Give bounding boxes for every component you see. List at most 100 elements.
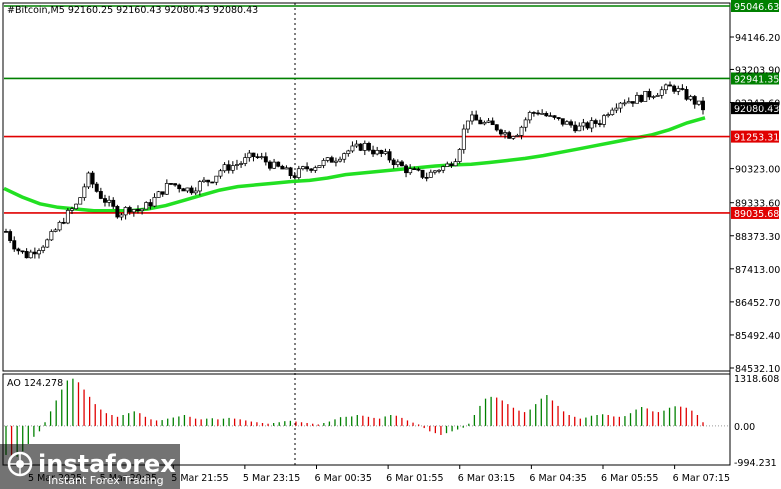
candle-body xyxy=(284,167,289,170)
candle-body xyxy=(457,149,462,162)
watermark: instaforex Instant Forex Trading xyxy=(0,444,180,489)
candle-body xyxy=(156,191,161,198)
candle-body xyxy=(391,159,396,166)
candle-body xyxy=(325,157,330,161)
y-tick-label: 93203.90 xyxy=(735,65,780,76)
candle-body xyxy=(404,165,409,174)
candle-body xyxy=(515,135,520,137)
candle-body xyxy=(622,102,627,105)
candle-body xyxy=(338,158,343,162)
x-tick-label: 5 Mar 21:55 xyxy=(171,473,228,484)
candle-body xyxy=(536,112,540,115)
symbol-header: #Bitcoin,M5 92160.25 92160.43 92080.43 9… xyxy=(7,5,258,16)
candle-body xyxy=(371,149,376,155)
candle-body xyxy=(606,114,611,117)
candle-body xyxy=(614,107,619,111)
price-level-tag xyxy=(731,206,779,219)
candle-body xyxy=(486,120,491,123)
candle-body xyxy=(309,168,314,171)
candle-body xyxy=(651,96,656,98)
candle-body xyxy=(593,120,598,124)
candle-body xyxy=(375,149,380,155)
candle-body xyxy=(136,209,140,212)
candle-body xyxy=(90,172,95,185)
price-level-label: 95046.63 xyxy=(734,2,779,13)
price-level-tag xyxy=(731,0,779,12)
candle-body xyxy=(185,187,190,192)
candle-body xyxy=(140,208,145,212)
candle-body xyxy=(107,199,112,203)
candle-body xyxy=(189,187,194,194)
candle-body xyxy=(408,168,413,174)
candle-body xyxy=(358,143,363,151)
candle-body xyxy=(696,100,701,105)
candle-body xyxy=(552,115,557,118)
x-tick-label: 6 Mar 00:35 xyxy=(315,473,372,484)
candle-body xyxy=(259,156,264,159)
candle-body xyxy=(350,145,355,152)
candle-body xyxy=(247,152,252,158)
candle-body xyxy=(57,221,62,231)
candle-body xyxy=(123,207,128,216)
candle-body xyxy=(428,171,433,178)
price-level-tag xyxy=(731,102,779,115)
candle-body xyxy=(523,119,528,128)
candle-body xyxy=(556,117,561,119)
candle-body xyxy=(321,160,326,166)
candle-body xyxy=(98,191,103,199)
candle-body xyxy=(169,183,173,185)
y-tick-label: 86452.70 xyxy=(735,298,780,309)
candle-body xyxy=(329,157,334,163)
candle-body xyxy=(342,153,347,160)
candle-body xyxy=(445,163,450,167)
candle-body xyxy=(399,161,404,167)
candle-body xyxy=(65,210,70,224)
candle-body xyxy=(144,202,149,210)
candle-body xyxy=(531,112,536,114)
candle-body xyxy=(569,121,573,126)
candle-body xyxy=(296,168,301,178)
candle-body xyxy=(437,169,441,172)
candle-body xyxy=(676,88,681,92)
candle-body xyxy=(503,132,507,135)
price-level-label: 92080.43 xyxy=(734,104,779,115)
candle-body xyxy=(544,113,549,117)
y-tick-label: 88373.30 xyxy=(735,232,780,243)
candle-body xyxy=(387,151,392,161)
instaforex-logo-icon xyxy=(7,451,33,477)
price-level-tag xyxy=(731,130,779,143)
ao-title: AO 124.278 xyxy=(7,378,63,389)
candle-body xyxy=(12,240,17,250)
candle-body xyxy=(412,168,417,170)
candle-body xyxy=(78,197,83,205)
candle-body xyxy=(288,167,293,177)
candle-body xyxy=(235,164,239,166)
candle-body xyxy=(490,120,495,126)
candle-body xyxy=(202,179,206,183)
candle-body xyxy=(226,164,231,171)
candle-body xyxy=(4,231,8,233)
candle-body xyxy=(210,181,215,184)
candle-body xyxy=(655,94,660,97)
candle-body xyxy=(626,101,631,104)
candle-body xyxy=(478,119,483,125)
candle-body xyxy=(441,166,446,171)
candle-body xyxy=(181,188,186,192)
candle-body xyxy=(276,161,281,167)
candle-body xyxy=(255,156,260,159)
candle-body xyxy=(597,123,602,125)
candle-body xyxy=(251,152,256,158)
candle-body xyxy=(573,124,578,132)
candle-body xyxy=(115,206,120,218)
candle-body xyxy=(268,161,272,169)
candle-body xyxy=(300,166,305,170)
candle-body xyxy=(589,120,594,129)
candle-body xyxy=(540,113,545,115)
price-level-label: 89035.68 xyxy=(734,209,779,220)
y-tick-label: 94146.20 xyxy=(735,33,780,44)
candle-body xyxy=(239,163,244,165)
y-tick-label: 92243.60 xyxy=(735,99,780,110)
candle-body xyxy=(333,160,338,163)
candle-body xyxy=(193,190,198,194)
ao-y-tick-label: 0.00 xyxy=(734,422,755,433)
